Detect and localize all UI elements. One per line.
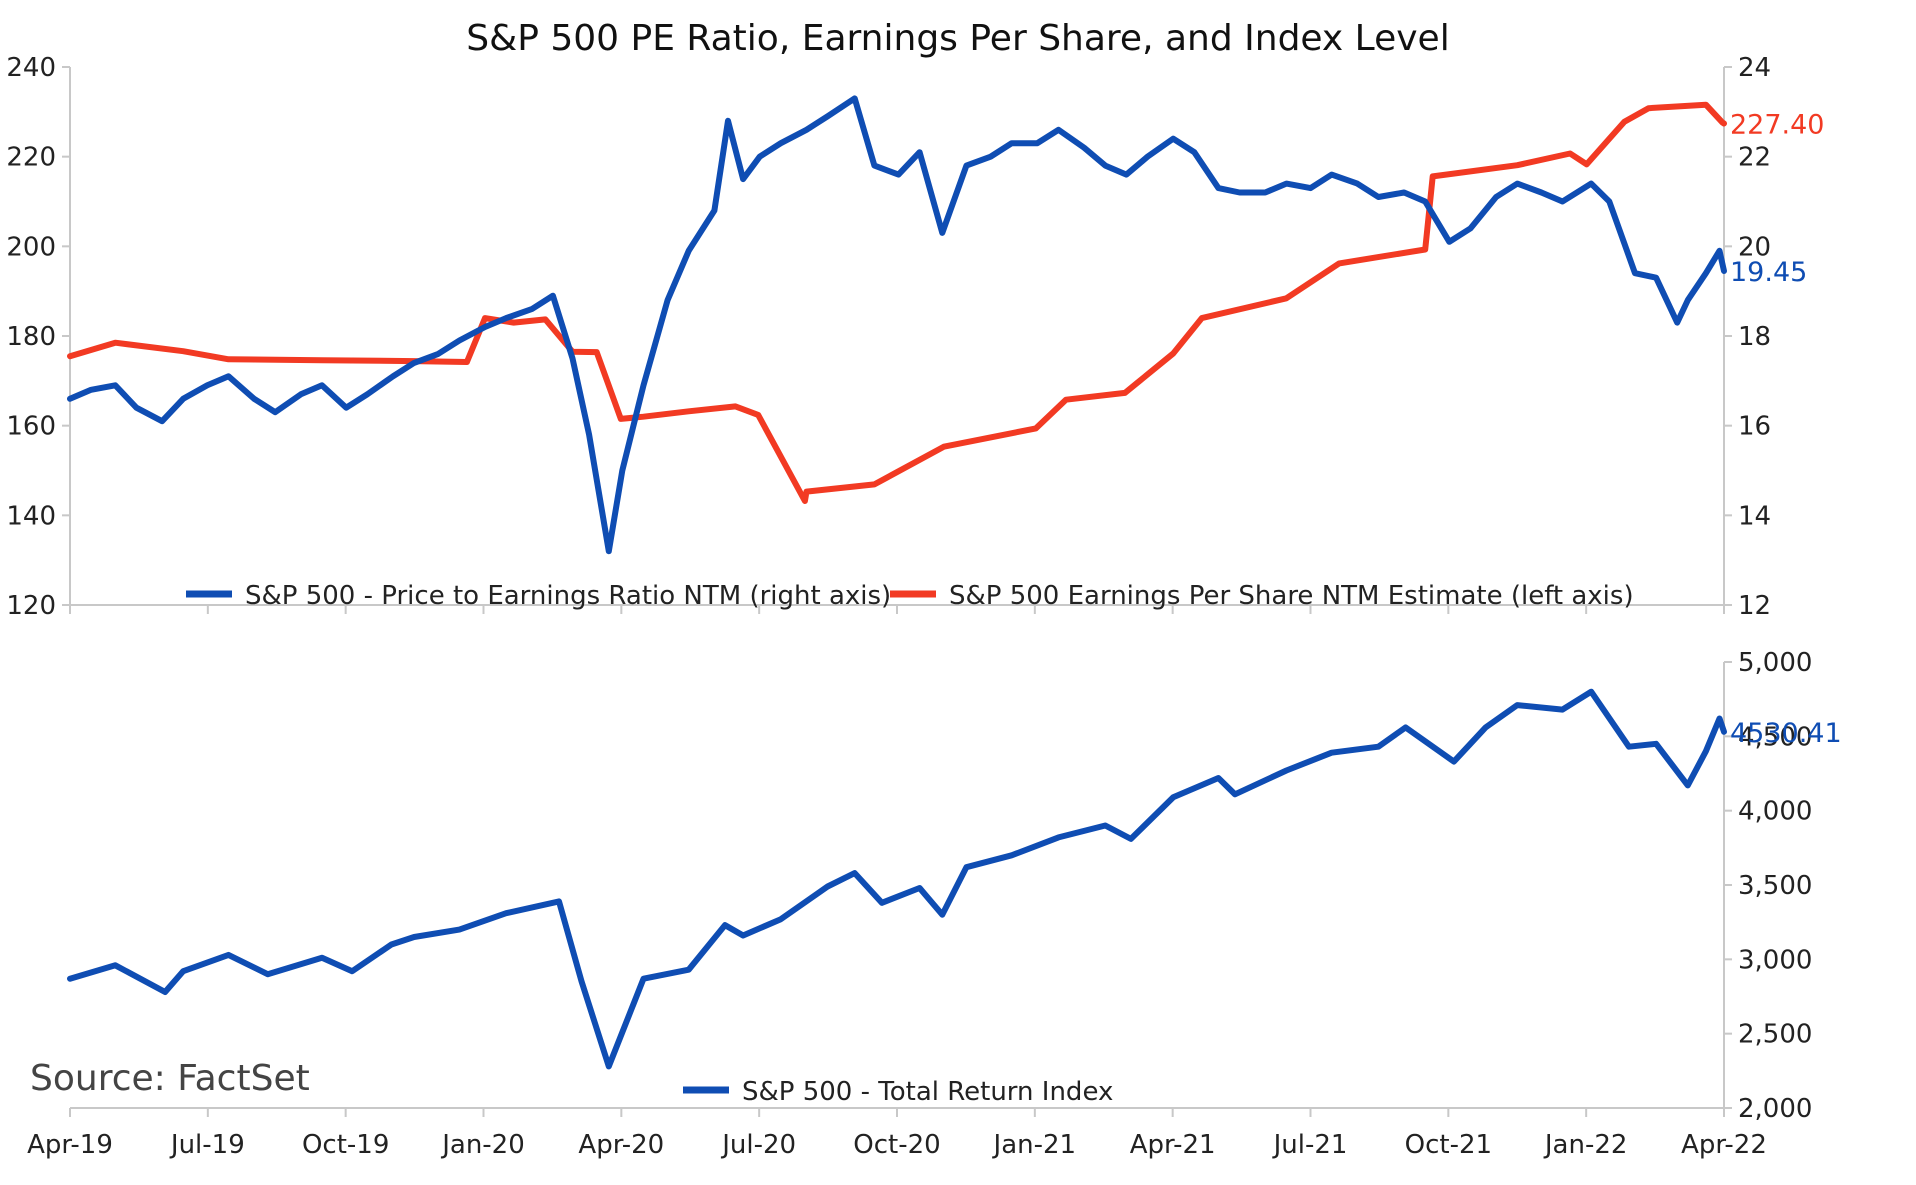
x-axis: Apr-19 Jul-19 Oct-19 Jan-20 Apr-20 Jul-20 Oct-… xyxy=(27,1108,1767,1160)
left-axis-tick-label: 160 xyxy=(6,412,56,442)
x-axis-tick-label: Jul-20 xyxy=(720,1130,796,1160)
x-axis-tick-label: Jan-20 xyxy=(440,1130,525,1160)
x-axis-tick-label: Oct-20 xyxy=(853,1130,940,1160)
legend-label-pe: S&P 500 - Price to Earnings Ratio NTM (r… xyxy=(245,581,891,611)
x-axis-tick-label: Apr-21 xyxy=(1130,1130,1216,1160)
eps-series-line-end-label: 227.40 xyxy=(1730,109,1824,140)
bottom-axis-tick-label: 4,500 xyxy=(1738,722,1812,752)
pe-series-line xyxy=(67,95,1727,555)
legend-label-tr: S&P 500 - Total Return Index xyxy=(742,1077,1113,1107)
x-axis-tick-label: Jan-22 xyxy=(1543,1130,1628,1160)
x-axis-tick-label: Apr-20 xyxy=(578,1130,664,1160)
x-axis-tick-label: Oct-19 xyxy=(302,1130,389,1160)
right-axis-tick-label: 24 xyxy=(1738,53,1771,83)
x-axis-tick-label: Jul-21 xyxy=(1272,1130,1348,1160)
right-axis-tick-label: 20 xyxy=(1738,232,1771,262)
bottom-axis-tick-label: 3,500 xyxy=(1738,871,1812,901)
bottom-legend: S&P 500 - Total Return Index xyxy=(683,1077,1113,1107)
pe-series-line-end-label: 19.45 xyxy=(1730,257,1807,288)
x-axis-tick-label: Apr-19 xyxy=(27,1130,113,1160)
bottom-axis-tick-label: 2,500 xyxy=(1738,1020,1812,1050)
bottom-axis-tick-label: 5,000 xyxy=(1738,648,1812,678)
bottom-plot: 4530.41 xyxy=(67,688,1842,1070)
left-axis-tick-label: 140 xyxy=(6,501,56,531)
right-axis-tick-label: 16 xyxy=(1738,412,1771,442)
eps-series-line xyxy=(67,101,1727,504)
legend-label-eps: S&P 500 Earnings Per Share NTM Estimate … xyxy=(949,581,1634,611)
left-axis-tick-label: 180 xyxy=(6,322,56,352)
x-axis-tick-label: Jan-21 xyxy=(992,1130,1077,1160)
left-axis-tick-label: 120 xyxy=(6,591,56,621)
left-axis-tick-label: 240 xyxy=(6,53,56,83)
x-axis-tick-label: Jul-19 xyxy=(169,1130,245,1160)
bottom-axis-tick-label: 3,000 xyxy=(1738,945,1812,975)
total-return-series-line xyxy=(67,688,1727,1070)
x-axis-tick-label: Apr-22 xyxy=(1681,1130,1767,1160)
total-return-series-line-end-label: 4530.41 xyxy=(1730,718,1842,749)
bottom-axes: 2,000 2,500 3,000 3,500 4,000 4,500 5,000 xyxy=(70,648,1812,1124)
chart-title: S&P 500 PE Ratio, Earnings Per Share, an… xyxy=(466,18,1449,59)
left-axis-tick-label: 200 xyxy=(6,232,56,262)
right-axis-tick-label: 18 xyxy=(1738,322,1771,352)
right-axis-tick-label: 12 xyxy=(1738,591,1771,621)
top-plot: 227.40 19.45 xyxy=(67,95,1824,555)
bottom-axis-tick-label: 2,000 xyxy=(1738,1094,1812,1124)
source-note: Source: FactSet xyxy=(30,1058,310,1099)
top-legend: S&P 500 - Price to Earnings Ratio NTM (r… xyxy=(186,581,1634,611)
bottom-axis-tick-label: 4,000 xyxy=(1738,797,1812,827)
left-axis-tick-label: 220 xyxy=(6,143,56,173)
top-axes: 120 140 160 180 200 220 240 12 14 16 18 20 22 24 xyxy=(6,53,1771,621)
right-axis-tick-label: 22 xyxy=(1738,143,1771,173)
right-axis-tick-label: 14 xyxy=(1738,501,1771,531)
x-axis-tick-label: Oct-21 xyxy=(1405,1130,1492,1160)
